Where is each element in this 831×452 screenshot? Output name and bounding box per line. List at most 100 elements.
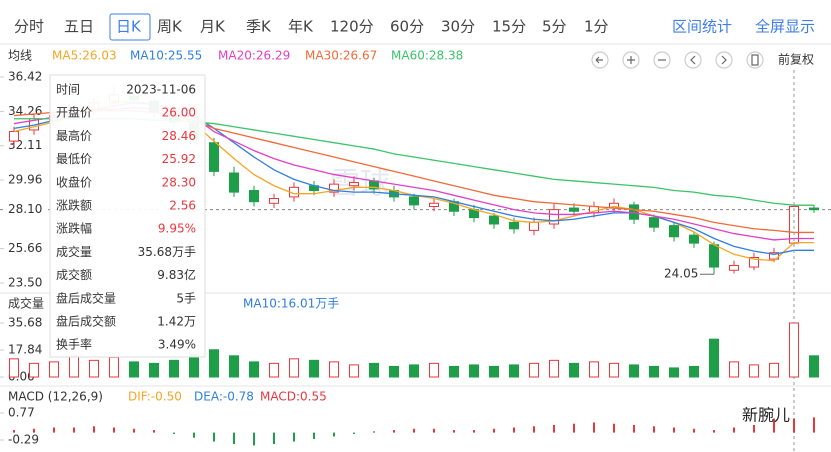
volume-bar — [509, 364, 519, 378]
ma-legend: MA60:28.38 — [391, 49, 463, 63]
candle-body — [209, 142, 219, 172]
ma-legend: MA20:26.29 — [218, 49, 290, 63]
tooltip-box — [49, 74, 206, 358]
candle-body — [429, 202, 439, 207]
volume-bar — [449, 365, 459, 378]
tab[interactable]: 60分 — [390, 18, 424, 36]
tab[interactable]: 15分 — [492, 18, 526, 36]
tab[interactable]: 分时 — [14, 18, 44, 36]
volume-bar — [109, 356, 119, 378]
tooltip-value: 2.56 — [169, 199, 196, 213]
candle-body — [649, 217, 659, 228]
tab[interactable]: 30分 — [441, 18, 475, 36]
volume-bar — [129, 361, 139, 378]
ma-legend: MA5:26.03 — [52, 49, 117, 63]
tooltip-label: 最高价 — [56, 128, 92, 143]
candle-body — [409, 196, 419, 206]
candle-body — [709, 244, 719, 268]
tooltip-label: 涨跌额 — [56, 198, 92, 213]
tab[interactable]: 五日 — [64, 18, 94, 36]
tooltip-label: 盘后成交额 — [56, 314, 116, 329]
tooltip-value: 2023-11-06 — [126, 83, 196, 97]
y-tick-label: 36.42 — [8, 70, 42, 84]
tooltip-label: 成交额 — [56, 267, 92, 282]
low-label: 24.05 — [664, 267, 698, 281]
tooltip-label: 时间 — [56, 83, 80, 97]
volume-bar — [529, 362, 539, 378]
ma-bar-label: 均线 — [8, 49, 32, 63]
ma-legend: MA30:26.67 — [305, 49, 377, 63]
candle-body — [509, 221, 519, 230]
volume-bar — [629, 364, 639, 378]
volume-bar — [169, 359, 179, 378]
tooltip-value: 1.42万 — [157, 315, 196, 329]
tab[interactable]: 日K — [116, 18, 142, 36]
volume-bar — [769, 362, 779, 378]
tooltip-value: 3.49% — [158, 338, 196, 352]
tab[interactable]: 周K — [157, 18, 183, 36]
tooltip-value: 35.68万手 — [138, 245, 196, 259]
tab[interactable]: 季K — [246, 18, 272, 36]
tooltip-value: 28.46 — [162, 129, 196, 143]
tab[interactable]: 月K — [200, 18, 226, 36]
volume-bar — [329, 361, 339, 378]
tool-icons[interactable] — [591, 51, 764, 69]
candle-body — [809, 207, 819, 211]
tab-active-box — [109, 13, 151, 41]
volume-bar — [309, 359, 319, 378]
price-tag — [6, 201, 48, 218]
ma-legend: MA10:25.55 — [130, 49, 202, 63]
tooltip-label: 收盘价 — [56, 174, 92, 189]
volume-bar — [569, 362, 579, 378]
tooltip-value: 25.92 — [162, 152, 196, 166]
volume-title: 成交量 — [8, 296, 44, 311]
volume-bar — [69, 355, 79, 378]
adjust-mode[interactable]: 前复权 — [778, 52, 814, 67]
tooltip-label: 成交量 — [56, 244, 92, 259]
tab[interactable]: 1分 — [584, 18, 609, 36]
y-tick-label: 29.96 — [8, 173, 42, 187]
volume-bar — [609, 362, 619, 378]
volume-bar — [389, 365, 399, 378]
volume-bar — [249, 361, 259, 378]
candle-body — [789, 205, 799, 244]
volume-bar — [149, 362, 159, 378]
watermark: 雪球 — [330, 167, 390, 202]
volume-bar — [189, 353, 199, 378]
tab[interactable]: 5分 — [542, 18, 567, 36]
volume-bar — [289, 358, 299, 378]
volume-bar — [589, 361, 599, 378]
candle-body — [569, 207, 579, 212]
tab[interactable]: 120分 — [330, 18, 374, 36]
volume-bar — [469, 364, 479, 378]
tooltip-value: 9.83亿 — [157, 267, 196, 282]
volume-bar — [649, 365, 659, 378]
candle-body — [329, 183, 339, 193]
volume-bar — [749, 364, 759, 378]
y-tick-label: 35.68 — [8, 316, 42, 330]
y-tick-label: 17.84 — [8, 343, 42, 357]
tooltip-value: 26.00 — [162, 106, 196, 120]
macd-title: MACD (12,26,9) — [8, 390, 103, 404]
volume-bar — [709, 338, 719, 378]
volume-bar — [549, 359, 559, 378]
candle-body — [229, 172, 239, 193]
volume-bar — [729, 361, 739, 378]
tooltip-label: 涨跌幅 — [56, 221, 92, 236]
volume-bar — [489, 365, 499, 378]
toolbar-action[interactable]: 全屏显示 — [755, 18, 815, 36]
tooltip-label: 换手率 — [56, 337, 92, 352]
volume-bar — [369, 362, 379, 378]
volume-legend: MA10:16.01万手 — [243, 297, 339, 311]
volume-bar — [49, 361, 59, 378]
candle-body — [489, 215, 499, 225]
macd-legend: MACD:0.55 — [260, 390, 327, 404]
toolbar-action[interactable]: 区间统计 — [672, 18, 732, 36]
tab[interactable]: 年K — [288, 18, 314, 36]
candle-body — [549, 209, 559, 225]
volume-bar — [29, 362, 39, 378]
tooltip-label: 最低价 — [56, 152, 92, 166]
tooltip-value: 9.95% — [158, 222, 196, 236]
volume-bar — [669, 367, 679, 378]
